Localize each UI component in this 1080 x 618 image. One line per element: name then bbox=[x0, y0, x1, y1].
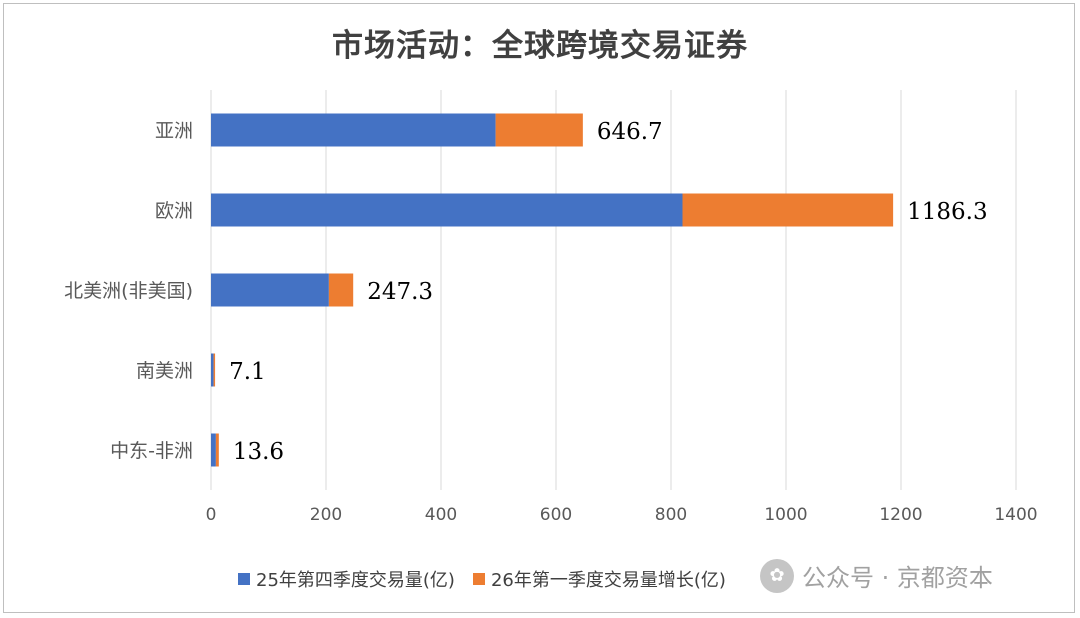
category-label: 亚洲 bbox=[155, 120, 193, 142]
bar-series-2 bbox=[328, 273, 354, 307]
x-tick-label: 800 bbox=[655, 505, 687, 525]
category-label: 南美洲 bbox=[136, 360, 193, 382]
bar-series-1 bbox=[211, 193, 683, 227]
x-tick-label: 1400 bbox=[994, 505, 1037, 525]
category-label: 欧洲 bbox=[155, 200, 193, 222]
bar-series-2 bbox=[682, 193, 894, 227]
x-tick-label: 0 bbox=[206, 505, 217, 525]
bar-series-1 bbox=[211, 353, 214, 387]
data-label: 7.1 bbox=[229, 359, 266, 385]
bar-series-1 bbox=[211, 113, 496, 147]
data-label: 13.6 bbox=[233, 439, 284, 465]
bar-series-2 bbox=[215, 433, 219, 467]
x-tick-label: 1000 bbox=[764, 505, 807, 525]
data-label: 1186.3 bbox=[907, 199, 987, 225]
legend-item-series-2: 26年第一季度交易量增长(亿) bbox=[472, 566, 726, 592]
legend-label-series-2: 26年第一季度交易量增长(亿) bbox=[490, 570, 726, 591]
wechat-logo-icon: ✿ bbox=[760, 558, 794, 593]
legend-swatch-series-1 bbox=[238, 573, 250, 585]
x-tick-label: 1200 bbox=[879, 505, 922, 525]
bar-series-2 bbox=[213, 353, 216, 387]
x-tick-label: 200 bbox=[310, 505, 342, 525]
watermark: ✿ 公众号 · 京都资本 bbox=[760, 558, 993, 593]
watermark-text: 公众号 · 京都资本 bbox=[802, 564, 993, 592]
data-label: 646.7 bbox=[597, 119, 663, 145]
data-label: 247.3 bbox=[367, 279, 433, 305]
legend-label-series-1: 25年第四季度交易量(亿) bbox=[256, 570, 455, 591]
category-label: 中东-非洲 bbox=[110, 440, 193, 462]
chart-frame bbox=[3, 3, 1075, 613]
chart-legend: 25年第四季度交易量(亿) 26年第一季度交易量增长(亿) bbox=[238, 566, 744, 592]
bar-series-1 bbox=[211, 433, 216, 467]
x-tick-label: 400 bbox=[425, 505, 457, 525]
bar-series-2 bbox=[495, 113, 583, 147]
legend-swatch-series-2 bbox=[472, 573, 485, 585]
x-tick-label: 600 bbox=[540, 505, 572, 525]
legend-item-series-1: 25年第四季度交易量(亿) bbox=[238, 566, 455, 592]
chart-title: 市场活动：全球跨境交易证券 bbox=[332, 28, 748, 64]
category-label: 北美洲(非美国) bbox=[64, 280, 193, 302]
bar-series-1 bbox=[211, 273, 329, 307]
